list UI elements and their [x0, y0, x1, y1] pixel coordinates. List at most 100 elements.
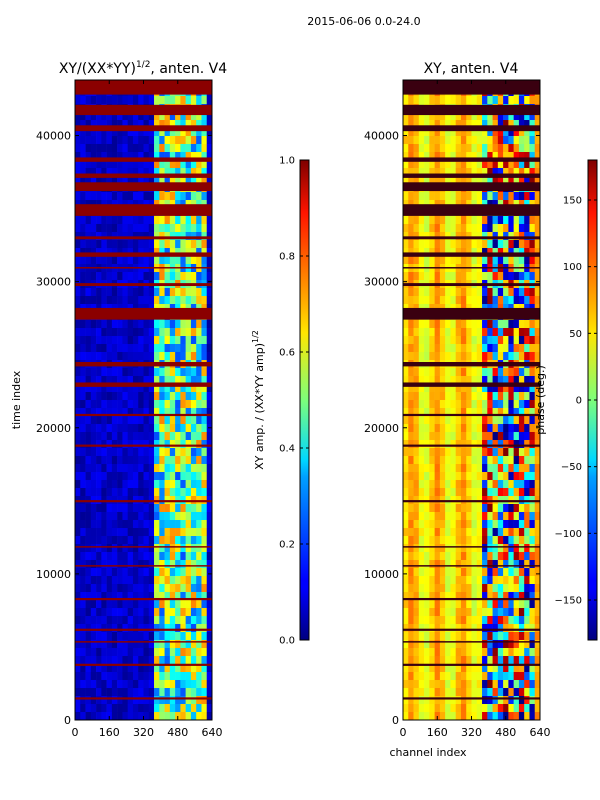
heatmap-cell	[196, 712, 202, 720]
heatmap-cell	[96, 416, 102, 425]
heatmap-cell	[206, 176, 212, 185]
heatmap-cell	[518, 136, 525, 145]
heatmap-cell	[466, 448, 472, 457]
heatmap-cell	[154, 456, 160, 465]
heatmap-cell	[154, 536, 160, 545]
heatmap-cell	[196, 328, 202, 337]
heatmap-cell	[180, 632, 186, 641]
heatmap-cell	[450, 440, 456, 449]
heatmap-cell	[132, 568, 139, 577]
heatmap-cell	[159, 112, 165, 121]
heatmap-cell	[471, 696, 478, 705]
heatmap-cell	[529, 120, 536, 129]
heatmap-cell	[403, 248, 409, 257]
flagged-band	[403, 597, 540, 601]
heatmap-cell	[80, 544, 86, 553]
heatmap-cell	[471, 120, 478, 129]
heatmap-cell	[175, 328, 181, 337]
heatmap-cell	[439, 344, 446, 353]
heatmap-cell	[175, 592, 181, 601]
heatmap-cell	[471, 392, 478, 401]
heatmap-cell	[445, 112, 451, 121]
heatmap-cell	[529, 168, 536, 177]
heatmap-cell	[445, 384, 451, 393]
heatmap-cell	[159, 424, 165, 433]
heatmap-cell	[101, 568, 107, 577]
heatmap-cell	[497, 632, 504, 641]
heatmap-cell	[159, 544, 165, 553]
heatmap-cell	[80, 192, 86, 201]
heatmap-cell	[450, 320, 456, 329]
heatmap-cell	[482, 456, 488, 465]
heatmap-cell	[101, 344, 107, 353]
heatmap-cell	[413, 136, 420, 145]
heatmap-cell	[190, 456, 197, 465]
heatmap-cell	[450, 352, 456, 361]
heatmap-cell	[503, 152, 509, 161]
heatmap-cell	[132, 616, 139, 625]
heatmap-cell	[503, 296, 509, 305]
heatmap-cell	[492, 176, 499, 185]
heatmap-cell	[206, 608, 212, 617]
heatmap-cell	[403, 672, 409, 681]
heatmap-cell	[106, 248, 113, 257]
heatmap-cell	[466, 376, 472, 385]
heatmap-cell	[460, 648, 467, 657]
heatmap-cell	[476, 600, 483, 609]
heatmap-cell	[75, 320, 81, 329]
heatmap-cell	[190, 288, 197, 297]
heatmap-cell	[169, 168, 176, 177]
heatmap-cell	[487, 432, 493, 441]
heatmap-cell	[80, 568, 86, 577]
heatmap-cell	[75, 448, 81, 457]
heatmap-cell	[492, 424, 499, 433]
flagged-band	[75, 663, 212, 666]
heatmap-cell	[75, 664, 81, 673]
heatmap-cell	[503, 288, 509, 297]
heatmap-cell	[190, 144, 197, 153]
heatmap-cell	[513, 288, 520, 297]
heatmap-cell	[518, 128, 525, 137]
heatmap-cell	[524, 240, 530, 249]
heatmap-cell	[445, 520, 451, 529]
heatmap-cell	[127, 640, 134, 649]
heatmap-cell	[497, 544, 504, 553]
heatmap-cell	[492, 136, 499, 145]
heatmap-cell	[424, 520, 430, 529]
heatmap-cell	[196, 480, 202, 489]
heatmap-cell	[487, 552, 493, 561]
heatmap-cell	[117, 144, 123, 153]
heatmap-cell	[190, 336, 197, 345]
heatmap-cell	[434, 544, 441, 553]
heatmap-cell	[476, 256, 483, 265]
heatmap-cell	[154, 440, 160, 449]
colorbar1-label-base: XY amp. / (XX*YY amp)	[253, 343, 266, 470]
heatmap-cell	[143, 456, 150, 465]
heatmap-cell	[85, 688, 92, 697]
heatmap-cell	[466, 520, 472, 529]
heatmap-cell	[111, 704, 118, 713]
heatmap-cell	[503, 160, 509, 169]
heatmap-cell	[101, 232, 107, 241]
heatmap-cell	[122, 408, 128, 417]
heatmap-cell	[466, 400, 472, 409]
heatmap-cell	[180, 368, 186, 377]
heatmap-cell	[196, 192, 202, 201]
heatmap-cell	[482, 96, 488, 105]
heatmap-cell	[445, 672, 451, 681]
heatmap-cell	[424, 632, 430, 641]
heatmap-cell	[127, 168, 134, 177]
heatmap-cell	[466, 248, 472, 257]
heatmap-cell	[424, 400, 430, 409]
heatmap-cell	[96, 232, 102, 241]
heatmap-cell	[154, 480, 160, 489]
heatmap-cell	[175, 256, 181, 265]
heatmap-cell	[460, 592, 467, 601]
heatmap-cell	[164, 504, 171, 513]
heatmap-cell	[513, 504, 520, 513]
heatmap-cell	[439, 544, 446, 553]
heatmap-cell	[143, 440, 150, 449]
heatmap-cell	[201, 296, 208, 305]
heatmap-cell	[424, 528, 430, 537]
heatmap-cell	[445, 272, 451, 281]
